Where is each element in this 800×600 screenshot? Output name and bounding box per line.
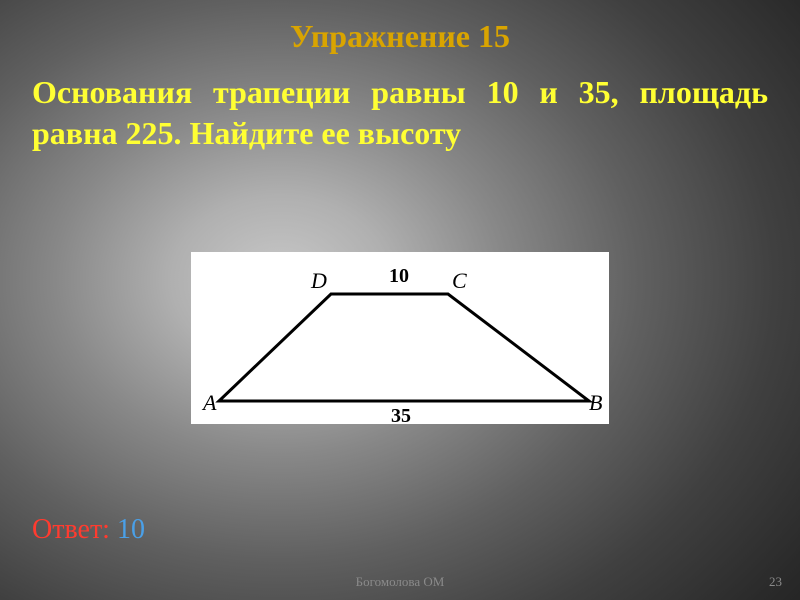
slide-title: Упражнение 15	[0, 18, 800, 55]
answer-label: Ответ:	[32, 514, 110, 545]
answer-block: Ответ: 10	[32, 514, 145, 546]
slide: Упражнение 15 Основания трапеции равны 1…	[0, 0, 800, 600]
bottom-measure: 35	[391, 405, 411, 424]
problem-text: Основания трапеции равны 10 и 35, площад…	[32, 72, 768, 154]
trapezoid-shape	[219, 294, 589, 401]
vertex-label-c: C	[452, 268, 467, 293]
top-measure: 10	[389, 265, 409, 287]
vertex-label-d: D	[310, 268, 327, 293]
vertex-label-a: A	[201, 390, 217, 415]
page-number: 23	[769, 574, 782, 590]
footer-author: Богомолова ОМ	[0, 574, 800, 590]
answer-value: 10	[117, 514, 145, 545]
vertex-label-b: B	[589, 390, 602, 415]
trapezoid-diagram: A B C D 10 35	[191, 252, 609, 424]
